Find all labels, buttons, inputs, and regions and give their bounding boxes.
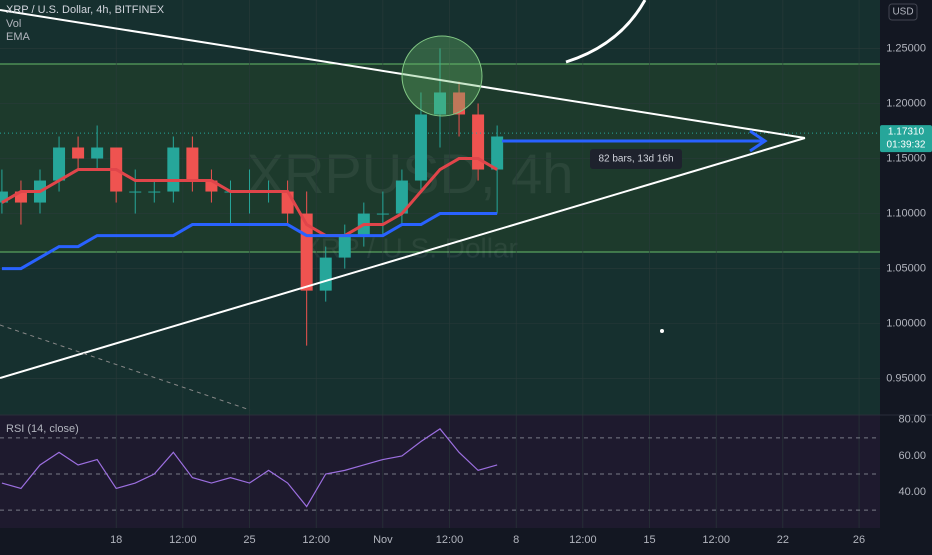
y-tick-label: 1.10000	[886, 207, 926, 219]
price-tag-label: 1.17310	[888, 127, 925, 138]
candle-body	[91, 147, 104, 159]
y-tick-label: 1.20000	[886, 97, 926, 109]
candle-body	[491, 136, 504, 170]
candle-body	[338, 235, 351, 258]
y-tick-label: 0.95000	[886, 373, 926, 385]
y-tick-label: 1.00000	[886, 318, 926, 330]
currency[interactable]: USD	[892, 7, 913, 18]
x-tick-label: 15	[643, 534, 655, 546]
rsi-pane	[0, 415, 880, 528]
candle-body	[72, 147, 85, 159]
indicator-label: EMA	[6, 31, 31, 43]
arrow-head	[749, 129, 768, 153]
ema-line	[1, 212, 498, 271]
candle-body	[453, 92, 466, 115]
candle-body	[53, 147, 66, 181]
x-tick-label: Nov	[373, 534, 393, 546]
x-tick-label: 12:00	[702, 534, 730, 546]
x-tick-label: 22	[777, 534, 789, 546]
watermark: XRPUSD, 4h	[247, 142, 574, 205]
countdown: 01:39:32	[887, 140, 926, 151]
x-tick-label: 12:00	[436, 534, 464, 546]
candle-body	[319, 257, 332, 291]
rsi-line	[1, 428, 498, 508]
y-tick-label: 1.15000	[886, 152, 926, 164]
candle-body	[0, 191, 8, 203]
x-tick-label: 18	[110, 534, 122, 546]
rsi-tick-label: 40.00	[898, 486, 926, 498]
ema-line	[1, 157, 498, 238]
x-tick-label: 25	[243, 534, 255, 546]
candle-body	[434, 92, 446, 115]
watermark: XRP / U.S. Dollar	[302, 232, 518, 263]
candle-body	[186, 147, 199, 181]
candle-body	[14, 191, 27, 203]
candle-body	[205, 180, 218, 192]
annotation-box	[590, 149, 682, 169]
x-tick-label: 8	[513, 534, 519, 546]
candle-body	[167, 147, 180, 192]
rsi-tick-label: 80.00	[898, 414, 926, 426]
dot	[660, 329, 664, 333]
rsi-tick-label: 60.00	[898, 450, 926, 462]
trendline	[0, 137, 806, 379]
y-tick-label: 1.25000	[886, 42, 926, 54]
price-tag	[880, 125, 932, 153]
x-tick-label: 12:00	[169, 534, 197, 546]
x-tick-label: 12:00	[302, 534, 330, 546]
annotation: 82 bars, 13d 16h	[598, 154, 673, 165]
candle-body	[281, 191, 294, 214]
x-tick-label: 12:00	[569, 534, 597, 546]
y-tick-label: 1.05000	[886, 263, 926, 275]
candle-body	[414, 114, 427, 181]
arc-drawing	[565, 0, 647, 64]
highlight-circle	[401, 35, 483, 117]
currency-box[interactable]	[888, 3, 918, 21]
x-tick-label: 26	[853, 534, 865, 546]
chart-title: XRP / U.S. Dollar, 4h, BITFINEX	[6, 4, 165, 16]
rsi-title: RSI (14, close)	[6, 423, 79, 435]
candle-body	[129, 191, 142, 193]
indicator-label: Vol	[6, 18, 21, 30]
candle-body	[472, 114, 485, 170]
candle-body	[376, 213, 389, 215]
candle-body	[395, 180, 408, 214]
candle-body	[148, 191, 161, 193]
